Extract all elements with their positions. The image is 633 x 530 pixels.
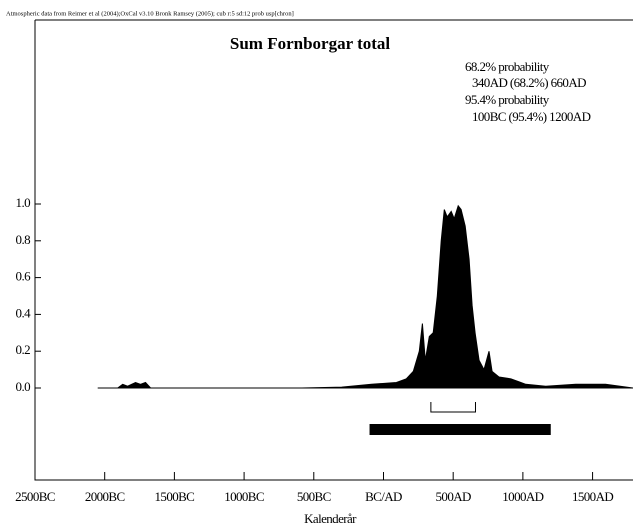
x-tick-label: 1000AD xyxy=(502,489,543,504)
annotation: 68.2% probability xyxy=(465,59,550,74)
chart-title: Sum Fornborgar total xyxy=(230,34,391,53)
y-tick-label: 1.0 xyxy=(16,195,31,210)
x-tick-label: 2500BC xyxy=(15,489,55,504)
annotation: 340AD (68.2%) 660AD xyxy=(472,75,586,90)
y-tick-label: 0.6 xyxy=(16,269,32,284)
x-tick-label: 1500BC xyxy=(155,489,195,504)
annotation: 95.4% probability xyxy=(465,92,550,107)
x-axis-label: Kalenderår xyxy=(304,511,357,526)
interval-68 xyxy=(430,402,476,413)
annotation: 100BC (95.4%) 1200AD xyxy=(472,109,591,124)
interval-95 xyxy=(369,424,551,435)
density-area xyxy=(97,204,633,389)
x-tick-label: 2000BC xyxy=(85,489,125,504)
x-tick-label: BC/AD xyxy=(365,489,402,504)
x-tick-label: 1000BC xyxy=(224,489,264,504)
x-tick-label: 500AD xyxy=(436,489,471,504)
x-tick-label: 1500AD xyxy=(572,489,613,504)
header-note: Atmospheric data from Reimer et al (2004… xyxy=(6,10,294,17)
y-tick-label: 0.0 xyxy=(16,379,31,394)
y-tick-label: 0.2 xyxy=(16,342,31,357)
y-tick-label: 0.4 xyxy=(16,305,32,320)
x-tick-label: 500BC xyxy=(297,489,331,504)
y-tick-label: 0.8 xyxy=(16,232,31,247)
